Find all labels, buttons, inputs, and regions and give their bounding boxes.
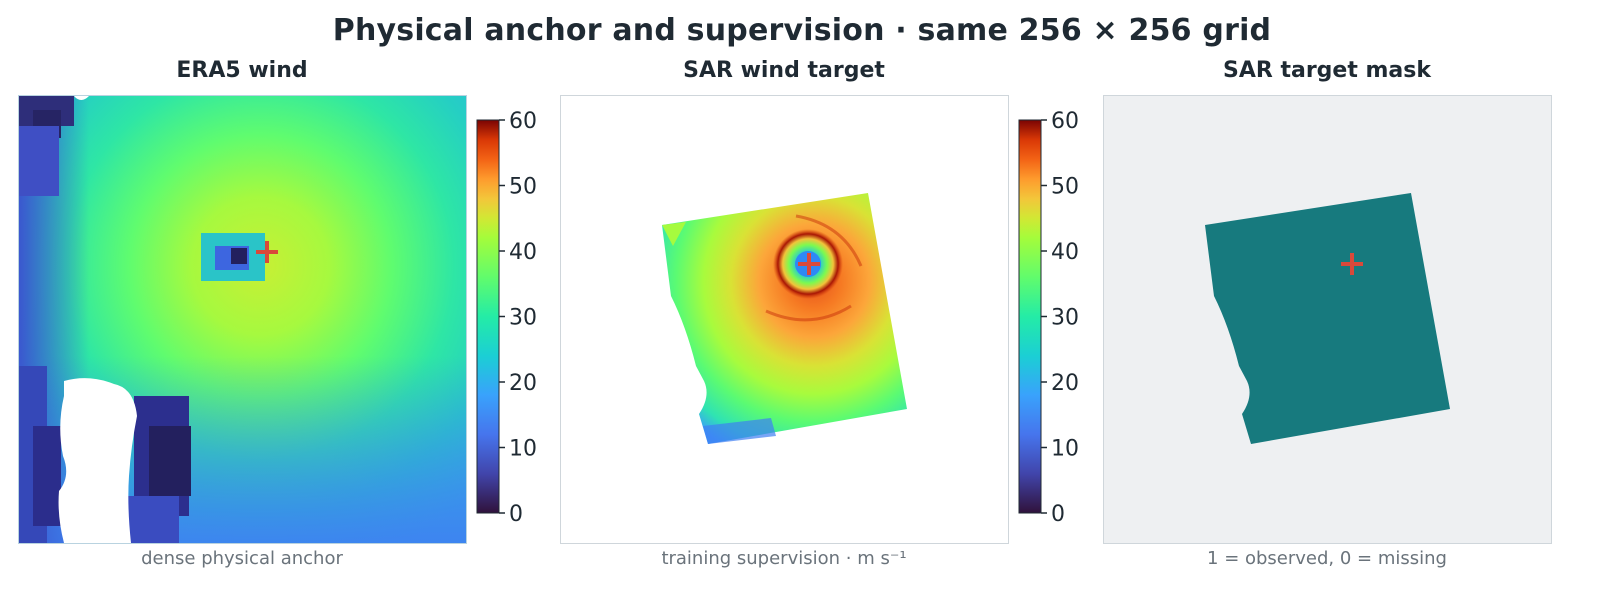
era5-caption: dense physical anchor xyxy=(141,548,343,569)
colorbar-tick-label: 30 xyxy=(1051,306,1079,331)
sar-wind-center-marker xyxy=(798,253,820,275)
era5-colorbar: 60 50 40 30 20 10 0 xyxy=(476,109,537,527)
colorbar-tick-label: 10 xyxy=(1051,437,1079,462)
colorbar-tick-label: 20 xyxy=(1051,371,1079,396)
sar-mask-image xyxy=(1205,193,1450,444)
era5-panel-title: ERA5 wind xyxy=(176,58,308,83)
sar-mask-map xyxy=(1103,95,1552,544)
sar-wind-panel-title: SAR wind target xyxy=(683,58,885,83)
colorbar-tick-label: 50 xyxy=(509,175,537,200)
figure-title: Physical anchor and supervision · same 2… xyxy=(332,13,1272,48)
sar-wind-image xyxy=(662,193,907,444)
colorbar-tick-label: 0 xyxy=(1051,502,1065,527)
sar-wind-map xyxy=(560,95,1009,544)
sar-wind-colorbar: 60 50 40 30 20 10 0 xyxy=(1018,109,1079,527)
colorbar-tick-label: 20 xyxy=(509,371,537,396)
sar-wind-caption: training supervision · m s⁻¹ xyxy=(661,548,907,569)
colorbar-tick-label: 10 xyxy=(509,437,537,462)
colorbar-tick-label: 0 xyxy=(509,502,523,527)
colorbar-tick-label: 50 xyxy=(1051,175,1079,200)
era5-center-marker xyxy=(256,241,278,263)
mask-center-marker xyxy=(1341,253,1363,275)
colorbar-tick-label: 40 xyxy=(509,240,537,265)
colorbar-tick-label: 30 xyxy=(509,306,537,331)
colorbar-tick-label: 60 xyxy=(509,109,537,134)
mask-caption: 1 = observed, 0 = missing xyxy=(1207,548,1447,569)
colorbar-tick-label: 60 xyxy=(1051,109,1079,134)
era5-wind-image xyxy=(19,96,466,543)
colorbar-tick-label: 40 xyxy=(1051,240,1079,265)
era5-wind-map xyxy=(18,95,467,544)
mask-panel-title: SAR target mask xyxy=(1222,58,1432,83)
